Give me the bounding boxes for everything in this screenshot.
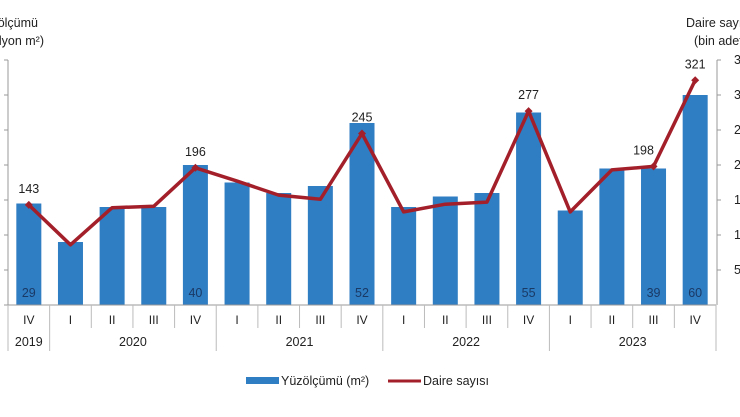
quarter-label: II <box>609 313 616 327</box>
legend-label-line: Daire sayısı <box>423 374 489 388</box>
quarter-label: IV <box>23 313 34 327</box>
line-marker <box>358 129 366 138</box>
bar <box>682 95 708 305</box>
bar <box>599 168 625 305</box>
bar <box>141 207 167 305</box>
year-label: 2019 <box>15 335 43 349</box>
bar-value-label: 52 <box>355 286 369 300</box>
quarter-label: III <box>649 313 659 327</box>
quarter-label: I <box>69 313 72 327</box>
right-axis-tick-label: 150 <box>734 193 740 207</box>
quarter-label: IV <box>190 313 201 327</box>
line-value-label: 196 <box>185 145 206 159</box>
bar-value-label: 60 <box>688 286 702 300</box>
quarter-label: IV <box>690 313 701 327</box>
quarter-label: I <box>402 313 405 327</box>
bar <box>391 207 417 305</box>
bar <box>474 193 500 305</box>
right-axis-title-line2: (bin adet) <box>694 34 740 48</box>
quarter-label: I <box>235 313 238 327</box>
line-marker <box>691 76 700 85</box>
bar <box>266 193 292 305</box>
legend-label-bar: Yüzölçümü (m²) <box>281 374 369 388</box>
year-label: 2023 <box>619 335 647 349</box>
bar <box>99 207 125 305</box>
bar <box>557 210 583 305</box>
year-label: 2020 <box>119 335 147 349</box>
quarter-label: II <box>442 313 449 327</box>
right-axis-tick-label: 250 <box>734 123 740 137</box>
bar <box>349 123 375 305</box>
bar-value-label: 29 <box>22 286 36 300</box>
bar <box>224 182 250 305</box>
line-value-label: 245 <box>352 111 373 125</box>
year-label: 2022 <box>452 335 480 349</box>
quarter-label: III <box>482 313 492 327</box>
bar <box>182 165 208 305</box>
quarter-label: IV <box>356 313 367 327</box>
bar <box>16 203 42 305</box>
quarter-label: II <box>109 313 116 327</box>
bar-value-label: 55 <box>522 286 536 300</box>
right-axis-tick-label: 200 <box>734 158 740 172</box>
bar-value-label: 40 <box>188 286 202 300</box>
right-axis-tick-label: 50 <box>734 263 740 277</box>
right-axis-title-line1: Daire sayısı <box>686 16 740 30</box>
right-axis-tick-label: 100 <box>734 228 740 242</box>
year-label: 2021 <box>286 335 314 349</box>
line-marker <box>24 200 33 209</box>
right-axis-tick-label: 300 <box>734 88 740 102</box>
bar <box>432 196 458 305</box>
line-marker <box>649 162 658 171</box>
bar-value-label: 39 <box>647 286 661 300</box>
quarter-label: II <box>275 313 282 327</box>
left-axis-title-line1: Yüzölçümü <box>0 16 38 30</box>
bar <box>307 186 333 305</box>
line-value-label: 277 <box>518 88 539 102</box>
right-axis-tick-label: 350 <box>734 53 740 67</box>
line-marker <box>191 163 200 172</box>
bar <box>641 168 667 305</box>
quarter-label: I <box>569 313 572 327</box>
bar <box>57 242 83 305</box>
line-value-label: 143 <box>18 182 39 196</box>
line-value-label: 198 <box>633 143 654 157</box>
legend-swatch-bar <box>246 377 279 384</box>
line-value-label: 321 <box>685 57 706 71</box>
line-marker <box>524 107 533 116</box>
legend: Yüzölçümü (m²) Daire sayısı <box>246 374 489 388</box>
bar <box>516 112 542 305</box>
left-axis-title-line2: (milyon m²) <box>0 34 44 48</box>
quarter-label: III <box>315 313 325 327</box>
quarter-label: III <box>149 313 159 327</box>
quarter-label: IV <box>523 313 534 327</box>
